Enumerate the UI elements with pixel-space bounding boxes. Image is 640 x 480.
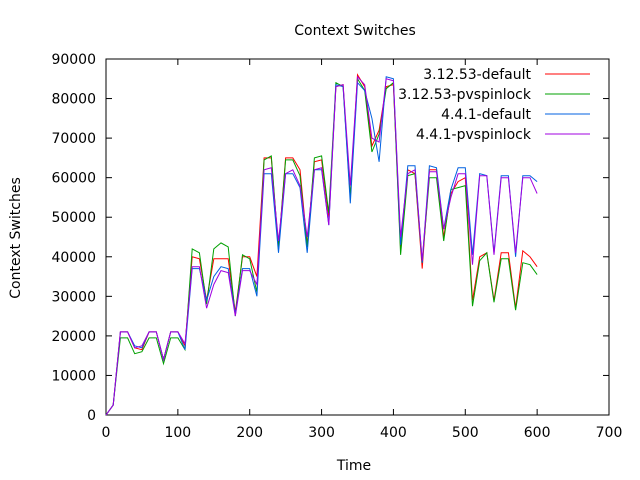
y-tick-label: 30000 — [51, 289, 96, 305]
y-tick-label: 10000 — [51, 368, 96, 384]
y-tick-label: 70000 — [51, 131, 96, 147]
y-tick-label: 80000 — [51, 92, 96, 108]
legend-label: 3.12.53-pvspinlock — [398, 87, 532, 103]
legend: 3.12.53-default 3.12.53-pvspinlock 4.4.1-d… — [398, 67, 590, 143]
series-line — [105, 73, 538, 416]
x-axis-label: Time — [336, 458, 371, 474]
y-tick-label: 60000 — [51, 171, 96, 187]
y-tick-label: 90000 — [51, 52, 96, 68]
x-tick-label: 500 — [452, 425, 479, 441]
legend-label: 4.4.1-pvspinlock — [416, 127, 532, 143]
series-line — [105, 77, 538, 416]
legend-label: 4.4.1-default — [441, 107, 531, 123]
x-tick-label: 0 — [102, 425, 111, 441]
x-tick-label: 300 — [308, 425, 335, 441]
y-tick-label: 0 — [87, 408, 96, 424]
y-tick-label: 20000 — [51, 329, 96, 345]
x-tick-label: 400 — [380, 425, 407, 441]
legend-label: 3.12.53-default — [423, 67, 531, 83]
axes: 0 100 200 300 400 500 600 700 0 10000 20000 30000 40… — [51, 52, 622, 441]
series-line — [105, 75, 538, 416]
x-tick-label: 700 — [596, 425, 623, 441]
x-tick-label: 200 — [236, 425, 263, 441]
y-axis-label: Context Switches — [8, 177, 24, 299]
plot-frame — [105, 58, 610, 416]
y-tick-label: 40000 — [51, 250, 96, 266]
x-tick-label: 600 — [524, 425, 551, 441]
x-tick-label: 100 — [164, 425, 191, 441]
series-layer — [105, 73, 538, 416]
y-tick-label: 50000 — [51, 210, 96, 226]
chart-title: Context Switches — [294, 23, 416, 39]
